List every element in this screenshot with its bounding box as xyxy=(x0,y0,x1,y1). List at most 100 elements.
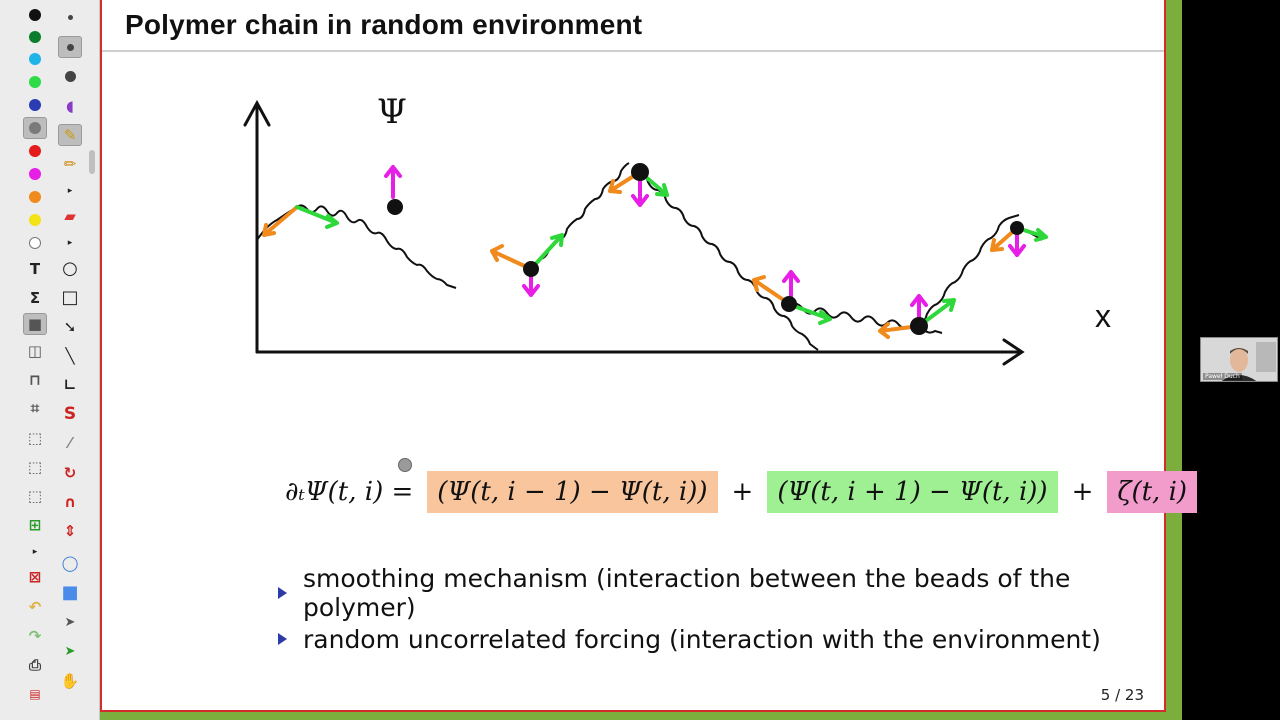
page-counter: 5 / 23 xyxy=(1100,686,1144,704)
dot-size xyxy=(67,14,73,20)
color-green-button[interactable] xyxy=(23,71,47,93)
redo-icon[interactable]: ↷ xyxy=(23,625,47,647)
tool-glyph: Σ xyxy=(29,288,41,307)
color-blue-button[interactable] xyxy=(23,94,47,116)
refresh-icon[interactable]: ↻ xyxy=(58,462,82,484)
circle-tool-icon[interactable]: ○ xyxy=(58,258,82,280)
dot-size xyxy=(66,43,74,51)
small-arrow-icon[interactable]: ▸ xyxy=(58,232,82,254)
color-swatch xyxy=(29,191,41,203)
line-tool-icon[interactable]: ╲ xyxy=(58,345,82,367)
tool-glyph: ◯ xyxy=(61,553,79,572)
y-axis-arrowhead xyxy=(243,99,271,127)
add-slide-icon[interactable]: ⊞ xyxy=(23,514,47,536)
webcam-thumbnail[interactable]: Paweł Duch xyxy=(1200,337,1278,382)
tool-glyph: ↶ xyxy=(28,597,42,616)
equation-plus: + xyxy=(731,477,754,507)
tool-glyph: ▰ xyxy=(64,206,76,225)
tool-glyph: ✋ xyxy=(60,671,80,690)
color-orange-button[interactable] xyxy=(23,186,47,208)
color-swatch xyxy=(29,145,41,157)
zoom-region-icon[interactable]: ⬚ xyxy=(23,485,47,507)
pencil-icon[interactable]: ✏ xyxy=(58,153,82,175)
tool-glyph: ⬚ xyxy=(27,457,43,476)
eraser-icon[interactable]: ▰ xyxy=(58,205,82,227)
dot-size xyxy=(64,70,76,82)
orange-arrow xyxy=(262,205,299,237)
pointer-plus-icon[interactable]: ➤ xyxy=(58,640,82,662)
annotation-toolbar: T Σ ■ ◫ ⊓ ⌗ ⬚ ⬚ ⬚ ⊞ ▸ ⊠ ↶ ↷ ⎙ ▤ ◖ ✎ ✏ ▸ … xyxy=(0,0,100,720)
color-swatch xyxy=(29,214,41,226)
presentation-icon[interactable]: ⊓ xyxy=(23,369,47,391)
bullet-marker-icon xyxy=(278,587,287,599)
laser-pointer-icon[interactable]: ⁄ xyxy=(58,432,82,454)
color-yellow-button[interactable] xyxy=(23,209,47,231)
small-arrow-icon[interactable]: ▸ xyxy=(23,541,47,563)
tool-glyph: ⌗ xyxy=(30,398,40,417)
color-gray-button[interactable] xyxy=(23,117,47,139)
eraser-blob-icon[interactable]: ◖ xyxy=(58,95,82,117)
tool-glyph: ⇕ xyxy=(63,521,77,540)
bead xyxy=(910,317,928,335)
split-view-icon[interactable]: ◫ xyxy=(23,340,47,362)
color-white-button[interactable] xyxy=(23,232,47,254)
hand-icon[interactable]: ✋ xyxy=(58,670,82,692)
color-cyan-button[interactable] xyxy=(23,48,47,70)
fill-rect-icon[interactable]: ■ xyxy=(23,313,47,335)
formula-tool-icon[interactable]: Σ xyxy=(23,287,47,309)
equation-term-right-neighbor: (Ψ(t, i + 1) − Ψ(t, i)) xyxy=(767,471,1058,513)
tool-glyph: ▸ xyxy=(67,185,73,196)
angle-line-icon[interactable]: ∟ xyxy=(58,374,82,396)
rectangle-tool-icon[interactable]: □ xyxy=(58,287,82,309)
large-dot-icon[interactable] xyxy=(58,65,82,87)
color-dark-green-button[interactable] xyxy=(23,26,47,48)
pdf-export-icon[interactable]: ▤ xyxy=(23,683,47,705)
tool-glyph: ⬚ xyxy=(27,486,43,505)
print-icon[interactable]: ⎙ xyxy=(23,654,47,676)
text-tool-icon[interactable]: T xyxy=(23,258,47,280)
tool-glyph: ➤ xyxy=(64,614,76,630)
curve-tool-icon[interactable]: S xyxy=(58,403,82,425)
pointer-icon[interactable]: ➤ xyxy=(58,611,82,633)
bullet-text: smoothing mechanism (interaction between… xyxy=(303,564,1071,622)
color-magenta-button[interactable] xyxy=(23,163,47,185)
pen-cursor-icon xyxy=(398,458,412,472)
spring-segment xyxy=(918,214,1020,327)
crop-icon[interactable]: ⌗ xyxy=(23,397,47,419)
equation-term-noise: ζ(t, i) xyxy=(1107,471,1198,513)
color-swatch xyxy=(29,76,41,88)
color-swatch xyxy=(29,122,41,134)
bubble-icon[interactable]: ◯ xyxy=(58,552,82,574)
bullet-list: smoothing mechanism (interaction between… xyxy=(278,564,1164,662)
beads xyxy=(387,163,1024,335)
equation-lhs: ∂ₜΨ(t, i) = xyxy=(285,477,414,507)
delete-slide-icon[interactable]: ⊠ xyxy=(23,566,47,588)
small-dot-icon[interactable] xyxy=(58,6,82,28)
tool-glyph: S xyxy=(63,403,77,424)
tool-glyph: ⁄ xyxy=(68,433,72,452)
select-dotted-icon[interactable]: ⬚ xyxy=(23,456,47,478)
bullet-text: random uncorrelated forcing (interaction… xyxy=(303,624,1101,654)
tool-glyph: ⊠ xyxy=(28,567,42,586)
arrow-tool-icon[interactable]: ➘ xyxy=(58,316,82,338)
select-region-icon[interactable]: ⬚ xyxy=(23,427,47,449)
toolbar-scrollbar[interactable] xyxy=(89,150,95,174)
vertical-move-icon[interactable]: ⇕ xyxy=(58,520,82,542)
blue-square-icon[interactable]: ■ xyxy=(58,582,82,604)
bead xyxy=(387,199,403,215)
polymer-sketch xyxy=(243,99,1048,366)
medium-dot-icon[interactable] xyxy=(58,36,82,58)
webcam-person-icon xyxy=(1201,338,1277,381)
undo-icon[interactable]: ↶ xyxy=(23,596,47,618)
tool-glyph: ■ xyxy=(27,314,43,333)
tool-glyph: ▸ xyxy=(67,237,73,248)
tool-glyph: ◫ xyxy=(27,341,43,360)
equation-term-left-neighbor: (Ψ(t, i − 1) − Ψ(t, i)) xyxy=(427,471,718,513)
color-swatch xyxy=(29,237,41,249)
magnet-icon[interactable]: ∩ xyxy=(58,491,82,513)
highlighter-icon[interactable]: ✎ xyxy=(58,124,82,146)
color-black-button[interactable] xyxy=(23,4,47,26)
small-arrow-icon[interactable]: ▸ xyxy=(58,180,82,202)
color-red-button[interactable] xyxy=(23,140,47,162)
magenta-arrow xyxy=(384,165,402,199)
